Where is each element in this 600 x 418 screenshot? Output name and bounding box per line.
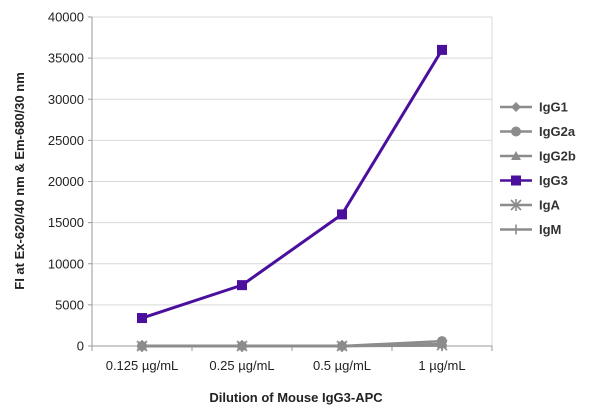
data-point [337,209,347,220]
data-point [137,341,147,351]
y-tick-label: 20000 [48,174,84,189]
legend-marker [510,199,522,211]
y-tick-label: 40000 [48,10,84,25]
y-tick-label: 10000 [48,256,84,271]
legend-entry-igg1: IgG1 [500,100,568,115]
legend-label: IgG3 [539,173,568,188]
legend-label: IgA [539,198,561,213]
data-point [337,341,347,351]
series-igm [137,340,447,351]
data-point [137,313,147,324]
legend: IgG1 IgG2a IgG2b IgG3 IgA IgM [500,100,576,237]
y-tick-label: 5000 [55,297,84,312]
data-point [237,280,247,291]
data-point [437,340,447,351]
legend-entry-igg2a: IgG2a [500,124,576,139]
legend-marker [511,126,521,137]
y-tick-label: 0 [77,339,84,354]
data-point [437,44,447,55]
y-tick-label: 25000 [48,133,84,148]
series-line [141,49,444,320]
legend-entry-iga: IgA [500,198,561,213]
y-tick-label: 30000 [48,92,84,107]
legend-entry-igm: IgM [500,222,561,237]
series-group [136,44,448,352]
x-tick-labels: 0.125 µg/mL 0.25 µg/mL 0.5 µg/mL 1 µg/mL [106,358,466,373]
y-axis-title: FI at Ex-620/40 nm & Em-680/30 nm [12,72,27,289]
y-tick-labels: 0 5000 10000 15000 20000 25000 30000 35000 40000 [48,10,84,354]
legend-marker [511,224,521,235]
x-tick-label: 0.5 µg/mL [313,358,371,373]
legend-label: IgG2b [539,149,576,164]
legend-label: IgM [539,222,561,237]
x-axis-title: Dilution of Mouse IgG3-APC [209,390,383,405]
legend-marker [511,102,521,112]
legend-label: IgG2a [539,124,576,139]
legend-marker [511,175,521,186]
y-tick-label: 15000 [48,215,84,230]
x-tick-label: 1 µg/mL [418,358,465,373]
legend-entry-igg2b: IgG2b [500,149,576,164]
legend-marker [511,151,521,160]
series-igg3 [137,44,447,324]
x-tick-label: 0.125 µg/mL [106,358,179,373]
x-tick-label: 0.25 µg/mL [209,358,274,373]
grid [92,16,493,346]
y-tick-label: 35000 [48,51,84,66]
legend-entry-igg3: IgG3 [500,173,568,188]
data-point [237,341,247,351]
legend-label: IgG1 [539,100,568,115]
